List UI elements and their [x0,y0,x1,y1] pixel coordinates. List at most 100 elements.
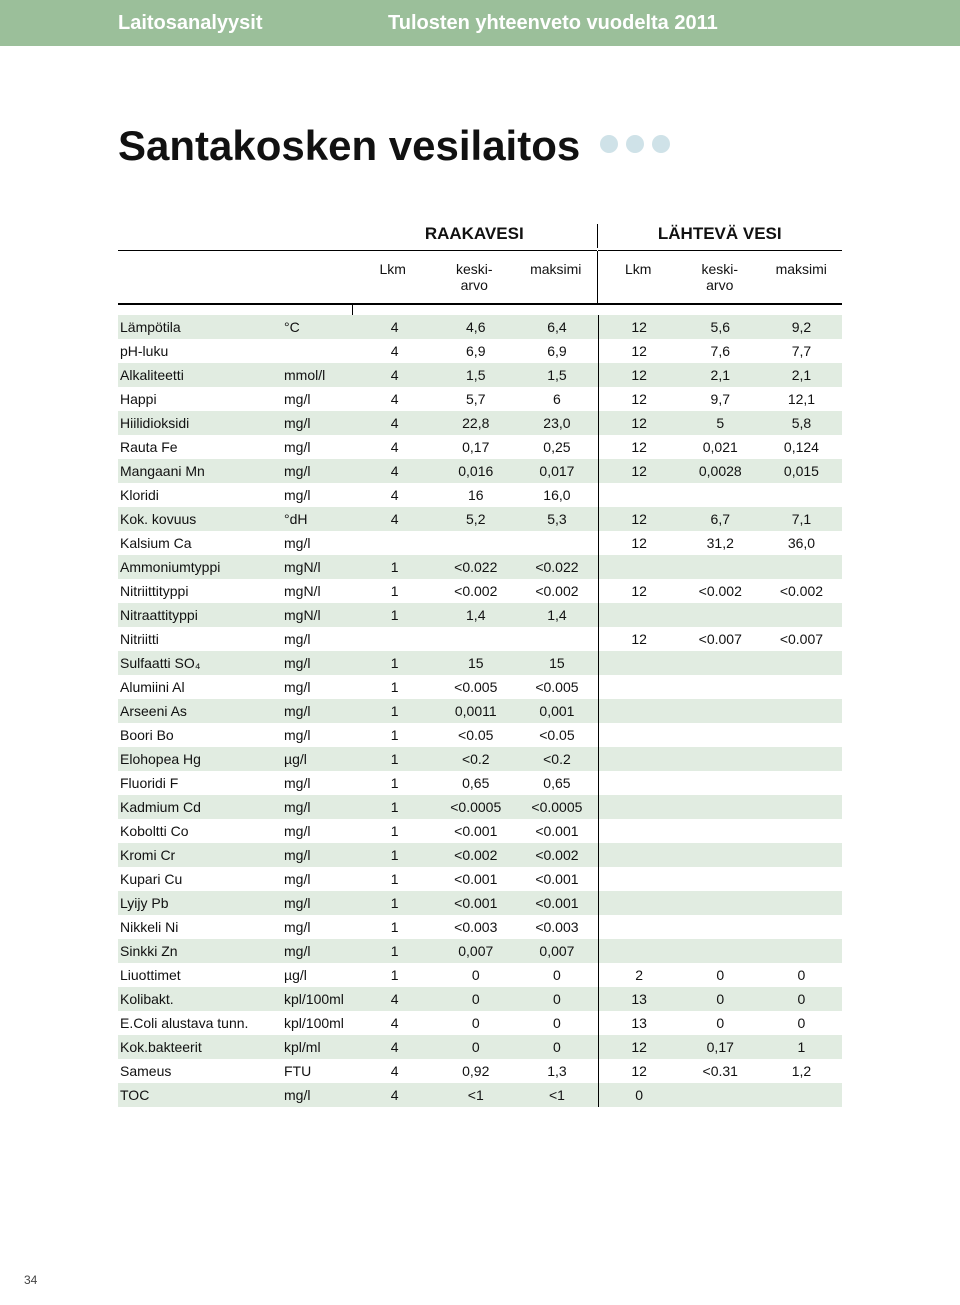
cell: 6,9 [435,343,516,359]
cell: 0,92 [435,1063,516,1079]
cell: 0,017 [516,463,597,479]
cell: 12 [599,367,680,383]
cell: 1 [354,871,435,887]
row-unit: °C [284,319,354,335]
page-number: 34 [24,1273,37,1287]
table-row: Liuottimetµg/l100200 [118,963,842,987]
cell: 0,016 [435,463,516,479]
cell: 0 [761,967,842,983]
cell: 0,17 [680,1039,761,1055]
row-param: Lämpötila [118,319,284,335]
cell: 5,8 [761,415,842,431]
cell: 1 [354,607,435,623]
table-row: AmmoniumtyppimgN/l1<0.022<0.022 [118,555,842,579]
cell: 0 [435,1039,516,1055]
cell: 1 [354,967,435,983]
row-unit: mg/l [284,535,354,551]
cell: 0 [516,967,597,983]
cell: 12 [599,511,680,527]
cell: 12 [599,1063,680,1079]
cell: 1,2 [761,1063,842,1079]
cell: 0 [516,1039,597,1055]
row-param: Ammoniumtyppi [118,559,284,575]
cell: <0.002 [680,583,761,599]
row-param: pH-luku [118,343,284,359]
cell: 4 [354,487,435,503]
cell: 1,4 [516,607,597,623]
row-param: Nikkeli Ni [118,919,284,935]
cell: 0,001 [516,703,597,719]
cell: <0.2 [516,751,597,767]
header-label-1: Laitosanalyysit [118,12,388,35]
page-title: Santakosken vesilaitos [118,94,580,194]
cell: 1 [354,775,435,791]
dot-icon [600,135,618,153]
cell: <0.001 [435,823,516,839]
table-row: Kloridimg/l41616,0 [118,483,842,507]
row-unit: mg/l [284,799,354,815]
table-row: pH-luku46,96,9127,67,7 [118,339,842,363]
cell: 0,021 [680,439,761,455]
table-row: Kolibakt.kpl/100ml4001300 [118,987,842,1011]
cell: 12 [599,319,680,335]
dot-icon [652,135,670,153]
cell: <0.001 [435,871,516,887]
cell: 6,7 [680,511,761,527]
table-row: Kupari Cumg/l1<0.001<0.001 [118,867,842,891]
row-unit: mg/l [284,703,354,719]
cell: <0.001 [516,823,597,839]
cell: 12 [599,439,680,455]
table-row: Lämpötila°C44,66,4125,69,2 [118,315,842,339]
cell: 0 [435,967,516,983]
row-unit: mg/l [284,1087,354,1103]
cell: 4 [354,319,435,335]
cell: <0.002 [435,583,516,599]
row-unit: mg/l [284,487,354,503]
cell: 1,3 [516,1063,597,1079]
cell: 6,9 [516,343,597,359]
table-row: Kromi Crmg/l1<0.002<0.002 [118,843,842,867]
cell: <0.001 [516,895,597,911]
row-unit: mg/l [284,655,354,671]
cell: 5 [680,415,761,431]
cell: 12 [599,343,680,359]
cell: <0.0005 [516,799,597,815]
cell: <0.002 [516,583,597,599]
header-label-2: Tulosten yhteenveto vuodelta 2011 [388,12,718,35]
cell: <0.003 [516,919,597,935]
table-row: Kok.bakteeritkpl/ml400120,171 [118,1035,842,1059]
cell: 15 [435,655,516,671]
row-unit: mg/l [284,919,354,935]
row-param: Hiilidioksidi [118,415,284,431]
cell: 1 [354,895,435,911]
cell: 12 [599,1039,680,1055]
row-unit: mg/l [284,895,354,911]
row-unit: mg/l [284,415,354,431]
row-param: Kok.bakteerit [118,1039,284,1055]
col-maksimi: maksimi [515,261,597,293]
cell: 1,5 [516,367,597,383]
cell: 1 [761,1039,842,1055]
row-param: Kalsium Ca [118,535,284,551]
cell: 4 [354,343,435,359]
dot-icon [626,135,644,153]
cell: 1 [354,751,435,767]
table-row: E.Coli alustava tunn.kpl/100ml4001300 [118,1011,842,1035]
cell: 2 [599,967,680,983]
cell: 31,2 [680,535,761,551]
row-param: Kok. kovuus [118,511,284,527]
cell: 4 [354,439,435,455]
row-unit: mg/l [284,679,354,695]
cell: 12 [599,463,680,479]
cell: 0,124 [761,439,842,455]
cell: <0.0005 [435,799,516,815]
row-param: Alkaliteetti [118,367,284,383]
row-param: Kromi Cr [118,847,284,863]
cell: 5,7 [435,391,516,407]
cell: 0 [680,991,761,1007]
row-unit: mgN/l [284,559,354,575]
table-row: Elohopea Hgµg/l1<0.2<0.2 [118,747,842,771]
cell: 1 [354,727,435,743]
cell: <0.007 [680,631,761,647]
cell: <0.001 [516,871,597,887]
